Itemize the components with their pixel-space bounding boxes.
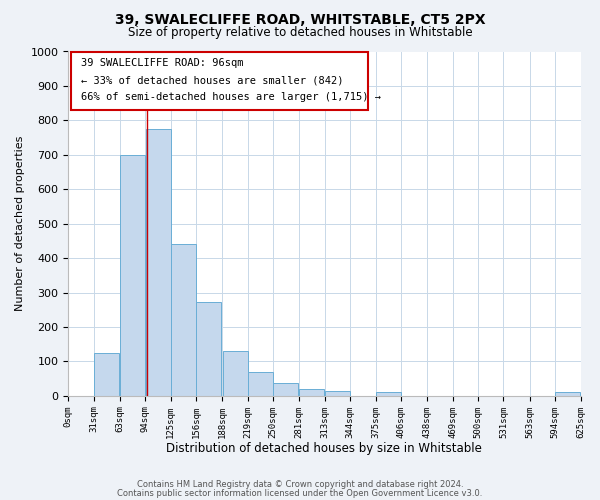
Bar xyxy=(171,244,196,396)
Bar xyxy=(325,390,350,396)
Text: 39 SWALECLIFFE ROAD: 96sqm: 39 SWALECLIFFE ROAD: 96sqm xyxy=(81,58,244,68)
Bar xyxy=(299,389,324,396)
Bar xyxy=(376,392,401,396)
X-axis label: Distribution of detached houses by size in Whitstable: Distribution of detached houses by size … xyxy=(166,442,482,455)
Text: Contains HM Land Registry data © Crown copyright and database right 2024.: Contains HM Land Registry data © Crown c… xyxy=(137,480,463,489)
Bar xyxy=(120,155,145,396)
Y-axis label: Number of detached properties: Number of detached properties xyxy=(15,136,25,312)
Bar xyxy=(248,372,273,396)
Text: ← 33% of detached houses are smaller (842): ← 33% of detached houses are smaller (84… xyxy=(81,75,344,85)
Bar xyxy=(555,392,580,396)
Bar xyxy=(223,351,248,396)
FancyBboxPatch shape xyxy=(71,52,368,110)
Text: 39, SWALECLIFFE ROAD, WHITSTABLE, CT5 2PX: 39, SWALECLIFFE ROAD, WHITSTABLE, CT5 2P… xyxy=(115,12,485,26)
Text: Contains public sector information licensed under the Open Government Licence v3: Contains public sector information licen… xyxy=(118,488,482,498)
Text: Size of property relative to detached houses in Whitstable: Size of property relative to detached ho… xyxy=(128,26,472,39)
Bar xyxy=(94,353,119,396)
Bar xyxy=(274,383,298,396)
Bar xyxy=(196,302,221,396)
Text: 66% of semi-detached houses are larger (1,715) →: 66% of semi-detached houses are larger (… xyxy=(81,92,381,102)
Bar xyxy=(146,129,170,396)
